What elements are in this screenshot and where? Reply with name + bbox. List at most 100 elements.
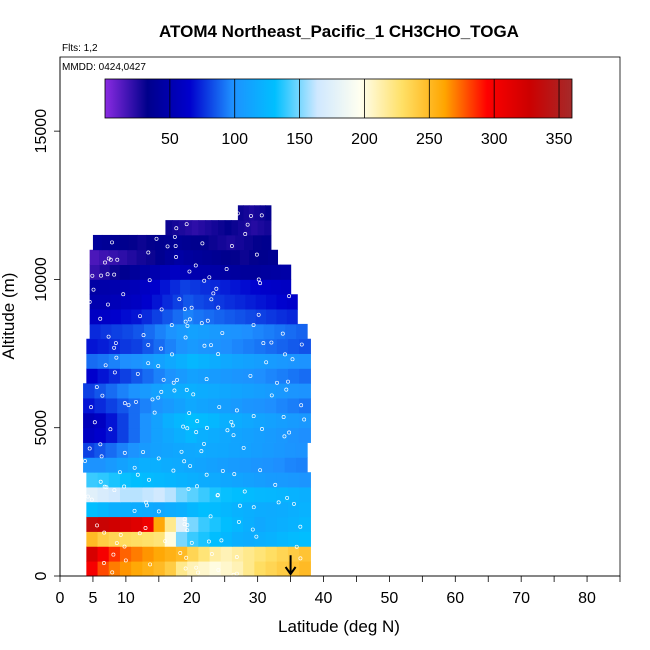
- heatmap-cell: [214, 309, 226, 325]
- heatmap-cell: [219, 398, 232, 414]
- sample-point: [269, 340, 274, 345]
- heatmap-cell: [287, 427, 300, 443]
- sample-point: [299, 342, 304, 347]
- heatmap-cell: [116, 442, 129, 458]
- y-tick-label: 15000: [33, 109, 50, 154]
- heatmap-cell: [150, 457, 163, 473]
- heatmap-cell: [172, 457, 185, 473]
- heatmap-cell: [183, 457, 196, 473]
- heatmap-cell: [198, 353, 211, 369]
- sample-point: [258, 281, 263, 286]
- x-tick-label: 30: [249, 590, 267, 607]
- heatmap-cell: [217, 442, 230, 458]
- sample-point: [229, 244, 234, 248]
- sample-point: [202, 343, 207, 348]
- heatmap-cell: [150, 442, 163, 458]
- heatmap-cell: [228, 442, 241, 458]
- heatmap-cell: [149, 279, 161, 295]
- heatmap-cell: [100, 309, 111, 325]
- heatmap-cell: [239, 249, 250, 265]
- heatmap-cell: [97, 531, 110, 547]
- heatmap-cells: [83, 205, 311, 577]
- heatmap-cell: [220, 561, 233, 577]
- heatmap-cell: [174, 249, 185, 265]
- heatmap-cell: [151, 383, 164, 399]
- heatmap-cell: [117, 412, 130, 429]
- heatmap-cell: [204, 220, 213, 236]
- sample-point: [230, 423, 235, 428]
- heatmap-cell: [254, 472, 267, 488]
- sample-point: [216, 492, 220, 497]
- heatmap-cell: [173, 412, 186, 429]
- heatmap-cell: [287, 531, 300, 547]
- heatmap-cell: [228, 457, 241, 473]
- arrow-head: [284, 566, 297, 576]
- sample-point: [172, 388, 177, 393]
- colorbar-tick-label: 50: [161, 131, 179, 148]
- heatmap-cell: [193, 294, 205, 310]
- sample-point: [211, 291, 216, 296]
- x-tick-label: 60: [446, 590, 464, 607]
- heatmap-cell: [209, 338, 222, 354]
- heatmap-cell: [105, 383, 118, 399]
- sample-point: [219, 538, 224, 543]
- heatmap-cell: [265, 501, 278, 518]
- sample-point: [159, 389, 164, 394]
- sample-point: [259, 213, 264, 218]
- heatmap-cell: [185, 412, 198, 429]
- sample-point: [108, 427, 113, 432]
- heatmap-cell: [175, 338, 188, 354]
- sample-point: [275, 380, 279, 385]
- heatmap-cell: [220, 546, 233, 562]
- heatmap-cell: [153, 487, 166, 503]
- sample-point: [156, 509, 161, 514]
- sample-point: [187, 269, 192, 274]
- sample-point: [184, 387, 189, 392]
- heatmap-cell: [198, 501, 211, 518]
- heatmap-cell: [153, 531, 166, 547]
- heatmap-cell: [94, 398, 107, 414]
- heatmap-cell: [108, 561, 121, 577]
- sample-point: [102, 530, 107, 535]
- heatmap-cell: [131, 294, 143, 310]
- x-tick-label: 10: [117, 590, 135, 607]
- heatmap-cell: [86, 546, 99, 562]
- heatmap-cell: [242, 383, 255, 399]
- sample-point: [238, 503, 242, 508]
- sample-point: [204, 472, 209, 477]
- heatmap-cell: [139, 457, 151, 473]
- heatmap-cell: [196, 412, 209, 429]
- sample-point: [251, 323, 256, 327]
- heatmap-cell: [219, 427, 232, 443]
- heatmap-cell: [235, 234, 245, 251]
- heatmap-cell: [250, 264, 262, 280]
- sample-point: [217, 405, 222, 409]
- heatmap-cell: [108, 353, 121, 369]
- heatmap-cell: [105, 412, 118, 429]
- heatmap-cell: [276, 338, 289, 354]
- latitude-arrow: [284, 555, 297, 576]
- heatmap-cell: [198, 561, 211, 577]
- sample-point: [134, 399, 138, 404]
- x-tick-label: 0: [56, 590, 65, 607]
- heatmap-cell: [161, 457, 174, 473]
- heatmap-cell: [208, 412, 221, 429]
- heatmap-cell: [245, 309, 257, 325]
- heatmap-cell: [120, 309, 132, 325]
- heatmap-cell: [172, 220, 180, 236]
- heatmap-cell: [270, 279, 282, 295]
- sample-point: [175, 377, 180, 382]
- sample-point: [99, 273, 104, 278]
- heatmap-cell: [97, 368, 110, 384]
- sample-point: [132, 465, 137, 470]
- sample-point: [214, 286, 219, 291]
- colorbar-tick-label: 150: [286, 131, 313, 148]
- heatmap-cell: [224, 220, 232, 236]
- heatmap-cell: [299, 531, 311, 547]
- heatmap-cell: [119, 234, 130, 251]
- sample-point: [302, 417, 307, 422]
- heatmap-cell: [109, 279, 121, 295]
- heatmap-cell: [185, 220, 193, 236]
- heatmap-cell: [224, 294, 236, 310]
